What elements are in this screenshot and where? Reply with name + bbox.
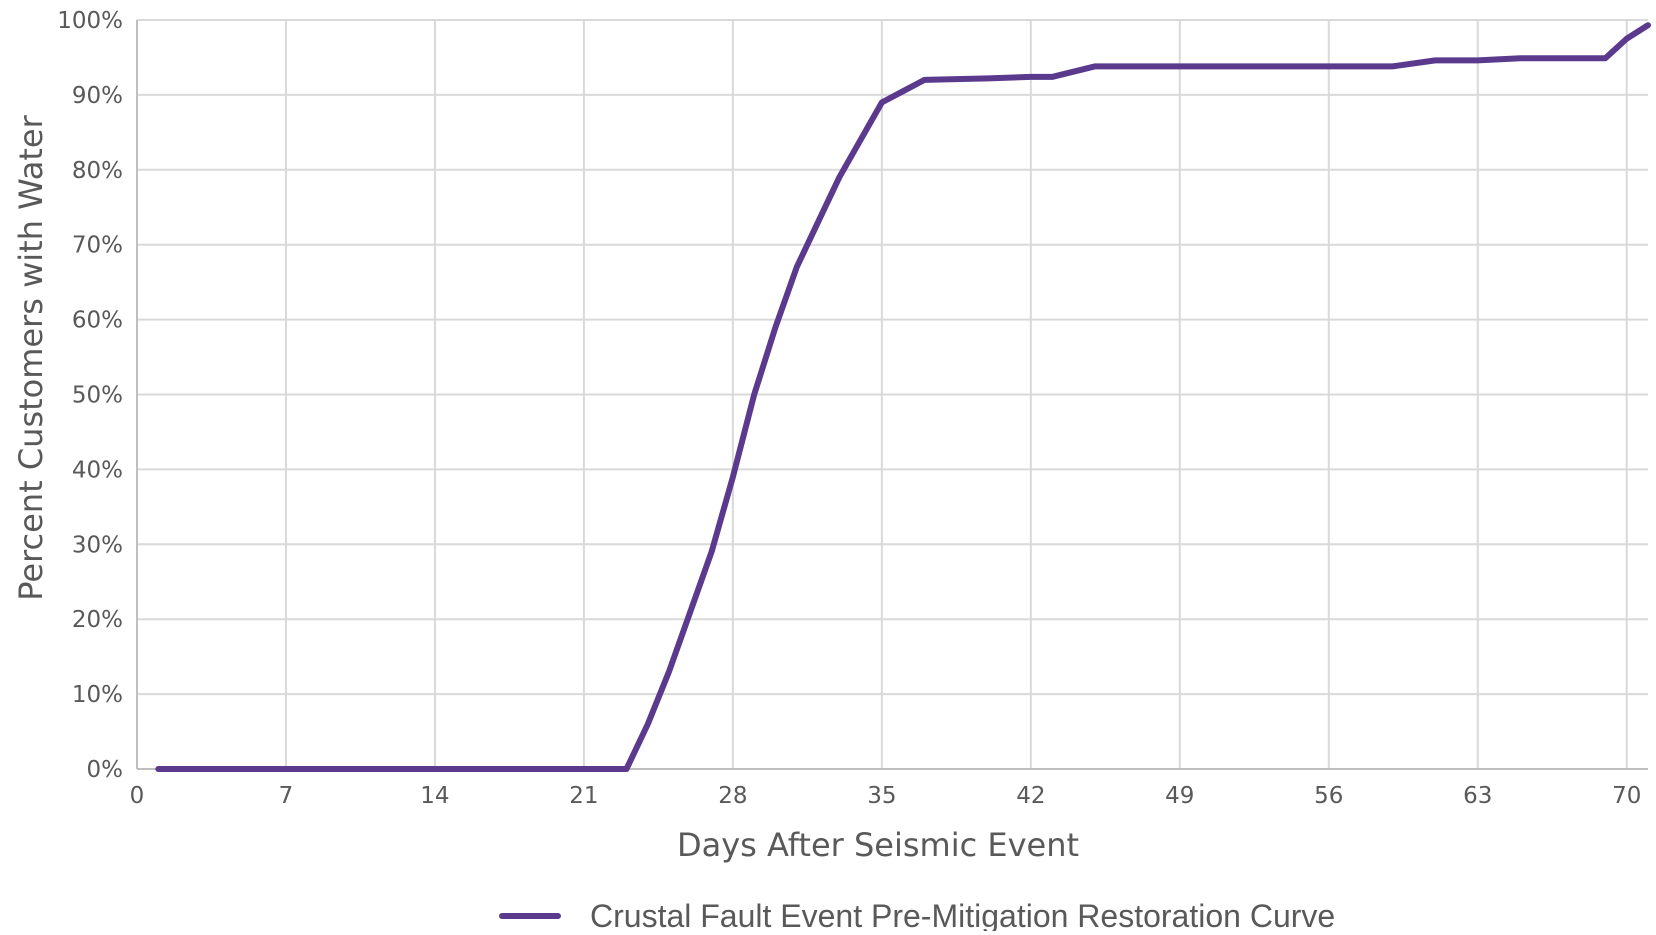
y-tick-label: 70% xyxy=(72,233,123,259)
x-tick-label: 63 xyxy=(1463,783,1492,809)
y-tick-label: 60% xyxy=(72,308,123,334)
y-tick-label: 10% xyxy=(72,682,123,708)
x-tick-label: 70 xyxy=(1612,783,1641,809)
y-tick-label: 30% xyxy=(72,532,123,558)
x-tick-label: 42 xyxy=(1016,783,1045,809)
x-tick-label: 56 xyxy=(1314,783,1343,809)
y-tick-label: 80% xyxy=(72,158,123,184)
x-tick-label: 0 xyxy=(130,783,145,809)
y-tick-label: 100% xyxy=(57,8,123,34)
y-tick-label: 40% xyxy=(72,457,123,483)
y-tick-label: 90% xyxy=(72,83,123,109)
x-tick-label: 14 xyxy=(420,783,449,809)
x-tick-label: 7 xyxy=(279,783,294,809)
grid xyxy=(137,19,1648,769)
y-axis-title: Percent Customers with Water xyxy=(12,114,50,600)
x-tick-label: 21 xyxy=(569,783,598,809)
legend: Crustal Fault Event Pre-Mitigation Resto… xyxy=(499,898,1335,934)
x-tick-label: 28 xyxy=(718,783,747,809)
x-tick-label: 49 xyxy=(1165,783,1194,809)
legend-label: Crustal Fault Event Pre-Mitigation Resto… xyxy=(590,898,1335,931)
x-tick-label: 35 xyxy=(867,783,896,809)
series-lines xyxy=(155,22,1651,772)
y-tick-label: 0% xyxy=(87,757,124,783)
series-line xyxy=(155,22,1651,772)
tick-labels: 0% 10% 20% 30% 40% 50% 60% 70% 80% 90% 100% 0 7 14 21 2… xyxy=(57,8,1641,809)
x-axis-title: Days After Seismic Event xyxy=(677,826,1079,864)
y-tick-label: 20% xyxy=(72,607,123,633)
y-tick-label: 50% xyxy=(72,383,123,409)
